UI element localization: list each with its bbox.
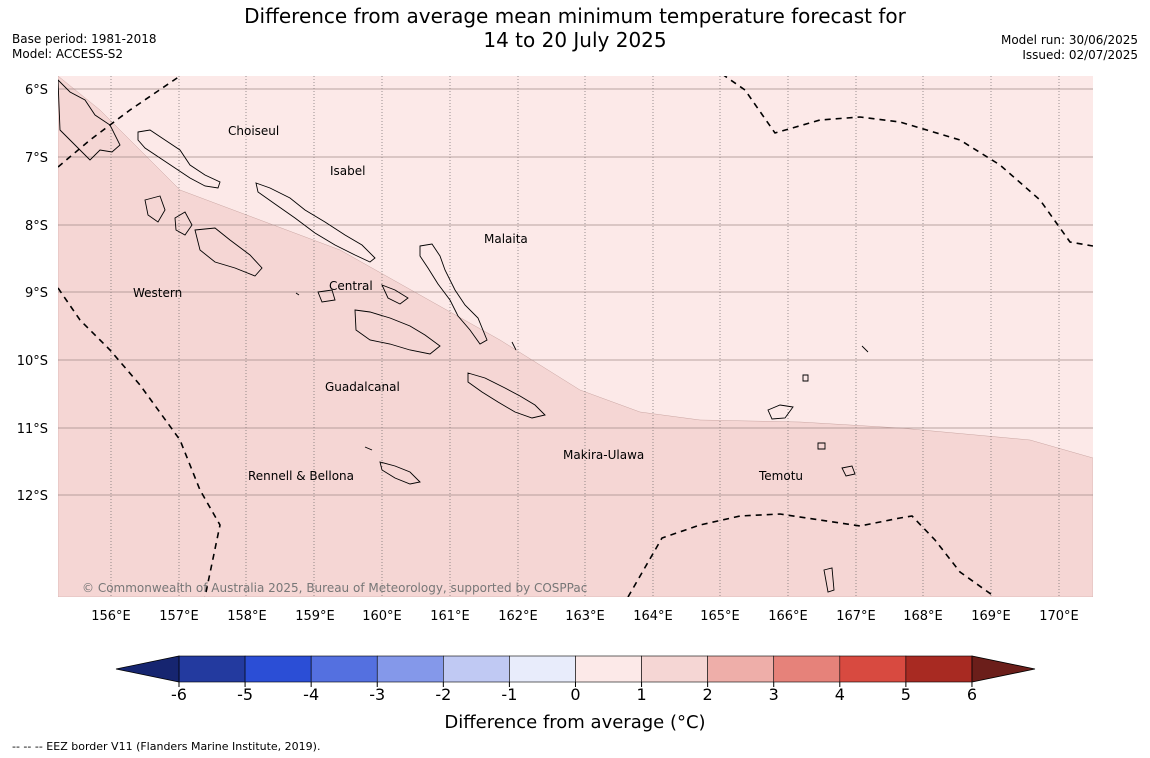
vella-lavella-coast	[144, 195, 166, 223]
province-label: Makira-Ulawa	[563, 448, 644, 462]
province-label: Temotu	[758, 469, 803, 483]
lon-label: 164°E	[633, 609, 673, 624]
colorbar-swatches	[178, 655, 973, 683]
guadalcanal-coast	[354, 309, 441, 355]
vanikoro-coast	[841, 465, 856, 477]
colorbar-swatch	[905, 655, 973, 683]
colorbar-swatch	[707, 655, 775, 683]
tinakula-coast	[817, 442, 826, 450]
meta-left: Base period: 1981-2018 Model: ACCESS-S2	[12, 32, 157, 62]
colorbar-swatch	[509, 655, 576, 683]
lon-label: 169°E	[971, 609, 1011, 624]
colorbar-swatch	[839, 655, 907, 683]
meta-right: Model run: 30/06/2025 Issued: 02/07/2025	[1001, 33, 1138, 63]
lon-label: 160°E	[362, 609, 402, 624]
longitude-labels: 156°E 157°E 158°E 159°E 160°E 161°E 162°…	[91, 609, 1079, 624]
colorbar: -6 -5 -4 -3 -2 -1 0 1 2 3 4 5 6 Difference from aver…	[115, 655, 1036, 733]
florida-coast	[381, 284, 409, 305]
colorbar-tick-label: -4	[303, 685, 319, 704]
lon-label: 165°E	[700, 609, 740, 624]
model-run: Model run: 30/06/2025	[1000, 33, 1138, 47]
latitude-labels: 6°S 7°S 8°S 9°S 10°S 11°S 12°S	[17, 83, 48, 504]
lon-label: 162°E	[498, 609, 538, 624]
lat-label: 11°S	[17, 422, 48, 437]
colorbar-swatch	[641, 655, 708, 683]
province-label: Choiseul	[228, 124, 279, 138]
colorbar-label: Difference from average (°C)	[444, 712, 705, 733]
colorbar-tick-label: 3	[769, 685, 779, 704]
colorbar-tick-label: 0	[570, 685, 580, 704]
lat-label: 7°S	[25, 151, 48, 166]
map-area	[58, 76, 1093, 597]
map-figure: Choiseul Isabel Malaita Western Central …	[17, 76, 1093, 733]
colorbar-swatch	[773, 655, 841, 683]
choiseul-coast	[137, 129, 221, 189]
province-labels: Choiseul Isabel Malaita Western Central …	[133, 124, 803, 483]
lon-label: 168°E	[903, 609, 943, 624]
issued-date: Issued: 02/07/2025	[1022, 48, 1138, 62]
lat-label: 6°S	[25, 83, 48, 98]
new-georgia-coast	[194, 227, 263, 277]
isabel-coast	[255, 182, 376, 263]
colorbar-tick-label: 5	[901, 685, 911, 704]
copyright-notice: © Commonwealth of Australia 2025, Bureau…	[82, 581, 587, 595]
colorbar-tick-label: 1	[636, 685, 646, 704]
coastlines	[58, 79, 869, 593]
lat-label: 9°S	[25, 286, 48, 301]
russell-coast	[317, 289, 336, 303]
lon-label: 156°E	[91, 609, 131, 624]
province-label: Guadalcanal	[325, 380, 400, 394]
malaita-coast	[419, 243, 488, 345]
title-line-2: 14 to 20 July 2025	[483, 28, 667, 52]
colorbar-tick-label: 6	[967, 685, 977, 704]
colorbar-swatch	[376, 655, 444, 683]
colorbar-swatch	[443, 655, 510, 683]
colorbar-tick-label: -3	[369, 685, 385, 704]
lon-label: 161°E	[430, 609, 470, 624]
lon-label: 167°E	[836, 609, 876, 624]
province-label: Rennell & Bellona	[248, 469, 354, 483]
zone-1-to-2	[58, 76, 1093, 597]
base-period: Base period: 1981-2018	[12, 32, 157, 46]
province-label: Western	[133, 286, 182, 300]
reef-islands-coast	[802, 374, 809, 382]
makira-coast	[467, 372, 546, 419]
province-label: Malaita	[484, 232, 528, 246]
lat-label: 8°S	[25, 219, 48, 234]
lon-label: 158°E	[227, 609, 267, 624]
colorbar-tick-label: -2	[435, 685, 451, 704]
lon-label: 159°E	[295, 609, 335, 624]
colorbar-over-arrow	[971, 655, 1036, 683]
kolombangara-coast	[174, 211, 193, 236]
colorbar-swatch	[575, 655, 642, 683]
colorbar-tick-label: -6	[171, 685, 187, 704]
santa-cruz-coast	[767, 404, 794, 420]
parallels	[58, 88, 1093, 496]
colorbar-ticks: -6 -5 -4 -3 -2 -1 0 1 2 3 4 5 6	[171, 682, 977, 704]
colorbar-tick-label: 2	[703, 685, 713, 704]
chart-title: Difference from average mean minimum tem…	[0, 4, 1150, 52]
title-line-1: Difference from average mean minimum tem…	[244, 4, 906, 28]
colorbar-under-arrow	[115, 655, 180, 683]
colorbar-tick-label: -5	[237, 685, 253, 704]
colorbar-tick-label: 4	[835, 685, 845, 704]
lon-label: 166°E	[768, 609, 808, 624]
colorbar-swatch	[310, 655, 378, 683]
lat-label: 12°S	[17, 489, 48, 504]
province-label: Central	[329, 279, 373, 293]
colorbar-swatch	[244, 655, 312, 683]
lon-label: 170°E	[1039, 609, 1079, 624]
lon-label: 163°E	[565, 609, 605, 624]
lat-label: 10°S	[17, 354, 48, 369]
lon-label: 157°E	[159, 609, 199, 624]
rennell-coast	[379, 461, 421, 485]
eez-footnote: -- -- -- EEZ border V11 (Flanders Marine…	[12, 740, 321, 753]
model-name: Model: ACCESS-S2	[12, 47, 124, 61]
bougainville-coast	[58, 79, 121, 161]
province-label: Isabel	[330, 164, 365, 178]
colorbar-tick-label: -1	[501, 685, 517, 704]
colorbar-swatch	[178, 655, 246, 683]
anuta-coast	[823, 567, 835, 593]
